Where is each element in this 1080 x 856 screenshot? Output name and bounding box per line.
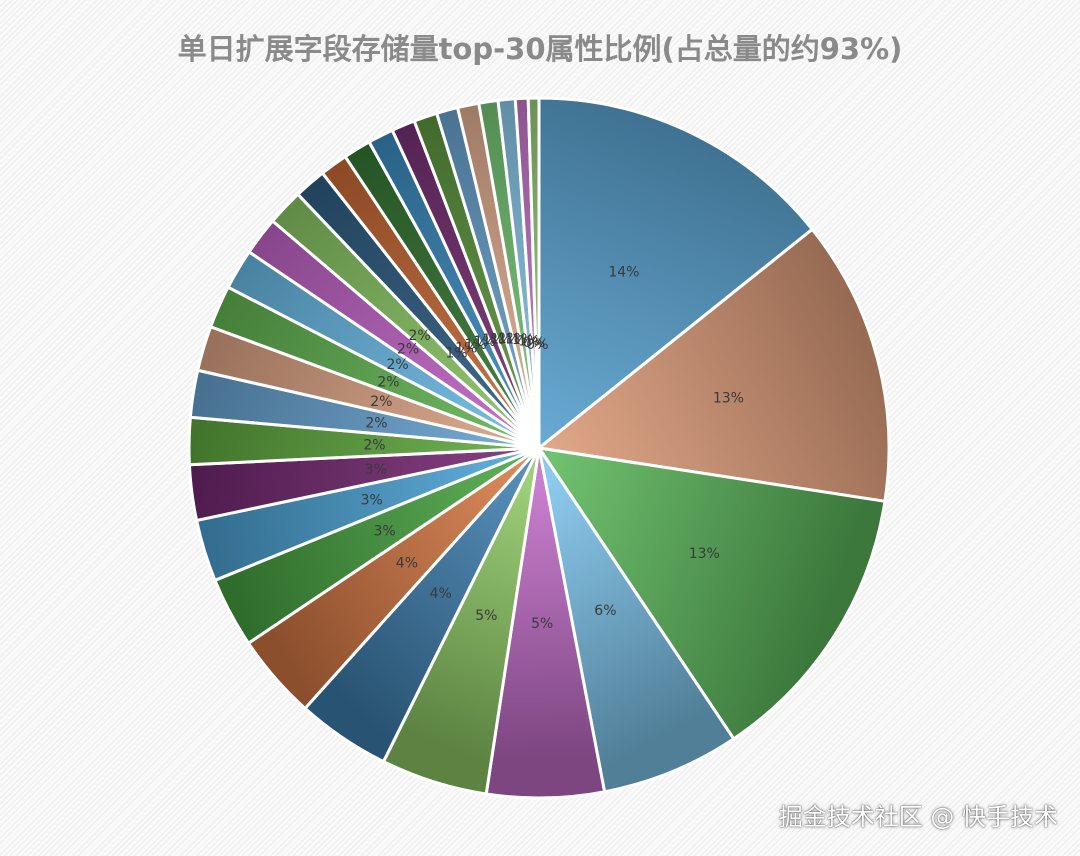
pie-label-8: 4% [396,556,418,572]
pie-label-13: 2% [365,415,387,431]
pie-label-4: 6% [594,603,616,619]
pie-label-29: 0% [523,335,545,351]
pie-label-27: 1% [512,332,534,348]
pie-label-10: 3% [361,492,383,508]
chart-title: 单日扩展字段存储量top-30属性比例(占总量的约93%) [177,32,903,66]
pie-label-11: 3% [365,462,387,478]
pie-label-6: 5% [475,608,497,624]
pie-label-20: 1% [455,341,477,357]
pie-label-24: 1% [490,331,512,347]
watermark: 掘金技术社区 @ 快手技术 [778,803,1058,831]
pie-slice-4 [537,446,736,794]
pie-label-18: 2% [408,328,430,344]
pie-label-30: 0% [526,337,548,353]
pie-label-9: 3% [373,523,395,539]
pie-label-5: 5% [531,616,553,632]
pie-label-28: 1% [518,334,540,350]
pie-label-12: 2% [363,438,385,454]
pie-label-15: 2% [377,375,399,391]
pie-label-1: 14% [608,264,639,280]
pie-label-16: 2% [386,357,408,373]
pie-slice-1 [537,96,814,450]
pie-label-21: 1% [464,337,486,353]
pie-slice-30 [526,96,541,450]
pie-slice-3 [537,446,887,741]
pie-label-26: 1% [505,331,527,347]
pie-label-7: 4% [430,586,452,602]
pie-label-25: 1% [498,331,520,347]
pie-label-17: 2% [397,341,419,357]
pie-labels: 14%13%13%6%5%5%4%4%3%3%3%2%2%2%2%2%2%2%1… [361,264,744,632]
pie-label-3: 13% [689,546,720,562]
pie-slice-2 [537,227,891,503]
pie-label-2: 13% [713,390,744,406]
pie-label-14: 2% [370,394,392,410]
pie-slices [187,96,891,800]
pie-label-19: 1% [445,346,467,362]
pie-label-23: 1% [482,332,504,348]
pie-label-22: 1% [474,334,496,350]
